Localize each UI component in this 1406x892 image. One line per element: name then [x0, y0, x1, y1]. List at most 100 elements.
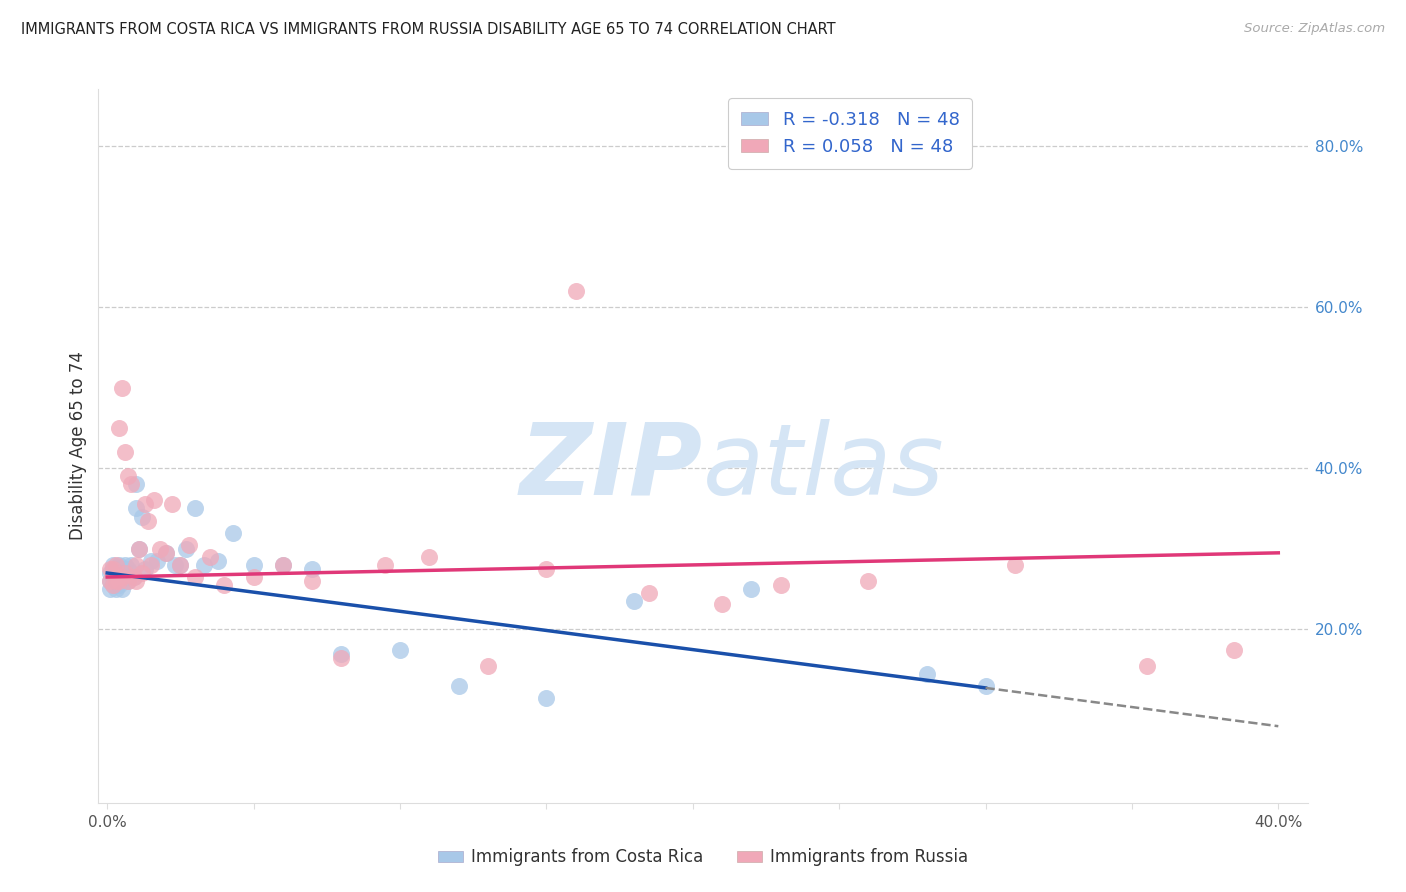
Point [536, 562, 558, 576]
Point [101, 578, 124, 592]
Text: IMMIGRANTS FROM COSTA RICA VS IMMIGRANTS FROM RUSSIA DISABILITY AGE 65 TO 74 COR: IMMIGRANTS FROM COSTA RICA VS IMMIGRANTS… [21, 22, 835, 37]
Point [131, 566, 153, 580]
Point [477, 658, 499, 673]
Point [271, 558, 294, 572]
Point [111, 574, 134, 588]
Point [111, 570, 134, 584]
Point [193, 558, 215, 572]
Point [637, 586, 659, 600]
Point [111, 562, 134, 576]
Point [143, 493, 166, 508]
Point [98, 562, 121, 576]
Point [108, 558, 131, 572]
Point [447, 679, 470, 693]
Point [117, 562, 139, 576]
Point [146, 554, 169, 568]
Point [134, 498, 156, 512]
Point [114, 570, 136, 584]
Point [125, 477, 148, 491]
Point [101, 570, 124, 584]
Point [155, 546, 177, 560]
Point [184, 501, 207, 516]
Point [108, 574, 131, 588]
Point [101, 558, 124, 572]
Point [114, 566, 136, 580]
Point [101, 578, 124, 592]
Point [108, 421, 131, 435]
Point [222, 525, 245, 540]
Point [114, 558, 136, 572]
Point [125, 558, 148, 572]
Point [1135, 658, 1157, 673]
Point [974, 679, 997, 693]
Point [120, 566, 142, 580]
Point [169, 558, 191, 572]
Point [125, 501, 148, 516]
Y-axis label: Disability Age 65 to 74: Disability Age 65 to 74 [69, 351, 87, 541]
Point [163, 558, 186, 572]
Point [114, 445, 136, 459]
Point [242, 570, 264, 584]
Point [769, 578, 792, 592]
Point [104, 574, 127, 588]
Point [301, 574, 323, 588]
Point [214, 578, 236, 592]
Point [184, 570, 207, 584]
Point [160, 498, 183, 512]
Point [271, 558, 294, 572]
Point [1223, 642, 1246, 657]
Point [108, 578, 131, 592]
Point [120, 558, 142, 572]
Point [858, 574, 880, 588]
Point [120, 477, 142, 491]
Point [174, 541, 197, 556]
Point [623, 594, 645, 608]
Point [122, 570, 145, 584]
Point [149, 541, 172, 556]
Point [139, 554, 162, 568]
Point [139, 558, 162, 572]
Point [388, 642, 411, 657]
Point [101, 562, 124, 576]
Point [131, 509, 153, 524]
Point [117, 574, 139, 588]
Point [104, 562, 127, 576]
Point [169, 558, 191, 572]
Point [98, 574, 121, 588]
Point [111, 582, 134, 596]
Text: atlas: atlas [703, 419, 945, 516]
Point [179, 538, 201, 552]
Point [536, 690, 558, 705]
Point [207, 554, 229, 568]
Point [122, 570, 145, 584]
Point [98, 582, 121, 596]
Point [128, 541, 150, 556]
Point [98, 566, 121, 580]
Point [134, 562, 156, 576]
Point [111, 380, 134, 394]
Point [108, 570, 131, 584]
Point [125, 574, 148, 588]
Point [564, 284, 586, 298]
Point [104, 582, 127, 596]
Point [740, 582, 762, 596]
Point [198, 549, 221, 564]
Legend: Immigrants from Costa Rica, Immigrants from Russia: Immigrants from Costa Rica, Immigrants f… [432, 842, 974, 873]
Point [128, 541, 150, 556]
Point [117, 574, 139, 588]
Point [330, 647, 353, 661]
Point [104, 574, 127, 588]
Point [104, 558, 127, 572]
Point [242, 558, 264, 572]
Point [136, 514, 159, 528]
Point [711, 597, 734, 611]
Point [301, 562, 323, 576]
Point [155, 546, 177, 560]
Point [98, 574, 121, 588]
Point [117, 469, 139, 483]
Point [374, 558, 396, 572]
Point [330, 650, 353, 665]
Point [915, 666, 938, 681]
Text: Source: ZipAtlas.com: Source: ZipAtlas.com [1244, 22, 1385, 36]
Text: ZIP: ZIP [520, 419, 703, 516]
